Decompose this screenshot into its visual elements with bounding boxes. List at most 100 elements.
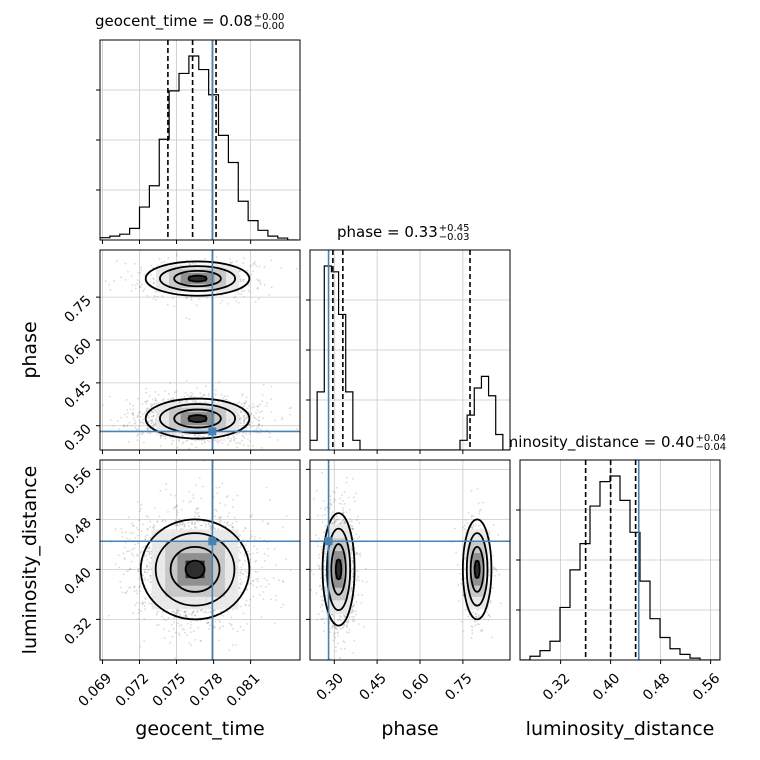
scatter-point (193, 610, 195, 613)
scatter-point (321, 604, 323, 607)
scatter-point (218, 381, 221, 384)
scatter-point (330, 503, 332, 506)
scatter-point (190, 443, 193, 446)
scatter-point (208, 392, 210, 395)
contour-luminosity_distance_vs_geocent_time-0-3 (184, 559, 206, 580)
scatter-point (152, 415, 155, 417)
y-tick-label-luminosity_distance_vs_geocent_time-3: 0.56 (61, 465, 94, 498)
scatter-point (137, 567, 140, 570)
scatter-point (246, 417, 249, 419)
scatter-point (281, 416, 284, 419)
scatter-point (252, 415, 255, 417)
scatter-point (170, 398, 173, 400)
scatter-point (317, 537, 320, 540)
scatter-point (169, 381, 172, 384)
scatter-point (233, 436, 236, 439)
scatter-point (137, 416, 140, 418)
scatter-point (143, 555, 145, 558)
scatter-point (251, 421, 254, 424)
scatter-point (333, 635, 335, 637)
scatter-point (254, 300, 257, 303)
y-tick-label-luminosity_distance_vs_geocent_time-0: 0.32 (61, 615, 94, 648)
scatter-point (155, 298, 158, 301)
scatter-point (149, 577, 152, 580)
scatter-point (220, 294, 223, 297)
scatter-point (319, 606, 322, 609)
scatter-point (249, 538, 252, 540)
scatter-point (159, 435, 162, 438)
scatter-point (174, 524, 177, 527)
scatter-point (143, 640, 146, 642)
scatter-point (134, 287, 137, 290)
scatter-point (152, 426, 155, 429)
scatter-point (188, 262, 191, 265)
x-tick-label-luminosity_distance_vs_geocent_time-0: 0.069 (76, 670, 116, 710)
scatter-point (167, 257, 170, 259)
scatter-point (154, 423, 157, 425)
scatter-point (122, 573, 125, 576)
scatter-point (351, 560, 354, 563)
scatter-point (258, 279, 261, 282)
scatter-point (343, 511, 345, 514)
scatter-point (146, 564, 149, 567)
scatter-point (241, 393, 244, 395)
scatter-point (156, 520, 159, 523)
scatter-point (136, 592, 139, 595)
scatter-point (245, 417, 248, 419)
scatter-point (213, 626, 215, 629)
scatter-point (207, 523, 210, 526)
scatter-point (356, 537, 359, 540)
scatter-point (123, 425, 126, 428)
scatter-point (243, 290, 245, 293)
scatter-point (121, 535, 124, 538)
scatter-point (137, 617, 140, 620)
scatter-point (176, 514, 178, 516)
scatter-point (331, 511, 334, 514)
scatter-point (152, 414, 155, 417)
scatter-point (343, 641, 346, 643)
scatter-point (180, 527, 183, 530)
scatter-point (164, 390, 166, 393)
scatter-point (137, 608, 140, 611)
scatter-point (332, 639, 335, 642)
scatter-point (252, 425, 255, 427)
scatter-point (126, 550, 129, 553)
scatter-point (339, 628, 342, 630)
scatter-point (334, 632, 337, 635)
scatter-point (256, 571, 258, 573)
scatter-point (242, 295, 245, 298)
scatter-point (352, 620, 354, 622)
scatter-point (267, 523, 270, 525)
scatter-point (231, 525, 234, 528)
scatter-point (143, 571, 146, 573)
scatter-point (228, 258, 231, 260)
scatter-point (150, 593, 153, 596)
scatter-point (137, 570, 139, 572)
scatter-point (258, 416, 261, 418)
scatter-point (143, 441, 145, 444)
scatter-point (252, 595, 255, 598)
scatter-point (343, 521, 346, 524)
scatter-point (207, 611, 210, 613)
scatter-point (174, 612, 177, 615)
scatter-point (238, 535, 241, 538)
scatter-point (142, 413, 144, 415)
scatter-point (329, 495, 331, 497)
scatter-point (190, 614, 193, 616)
panel-border-luminosity_distance_vs_geocent_time (99, 459, 301, 661)
scatter-point (320, 507, 322, 510)
scatter-point (203, 440, 206, 442)
scatter-point (324, 513, 326, 516)
scatter-point (185, 297, 188, 300)
scatter-point (202, 436, 205, 438)
scatter-point (301, 621, 303, 623)
scatter-point (343, 491, 346, 494)
scatter-point (236, 494, 239, 497)
scatter-point (218, 628, 221, 631)
scatter-point (258, 266, 261, 268)
scatter-point (176, 609, 179, 612)
scatter-point (241, 581, 244, 584)
scatter-point (145, 391, 148, 394)
scatter-point (256, 548, 258, 550)
scatter-point (295, 267, 298, 270)
